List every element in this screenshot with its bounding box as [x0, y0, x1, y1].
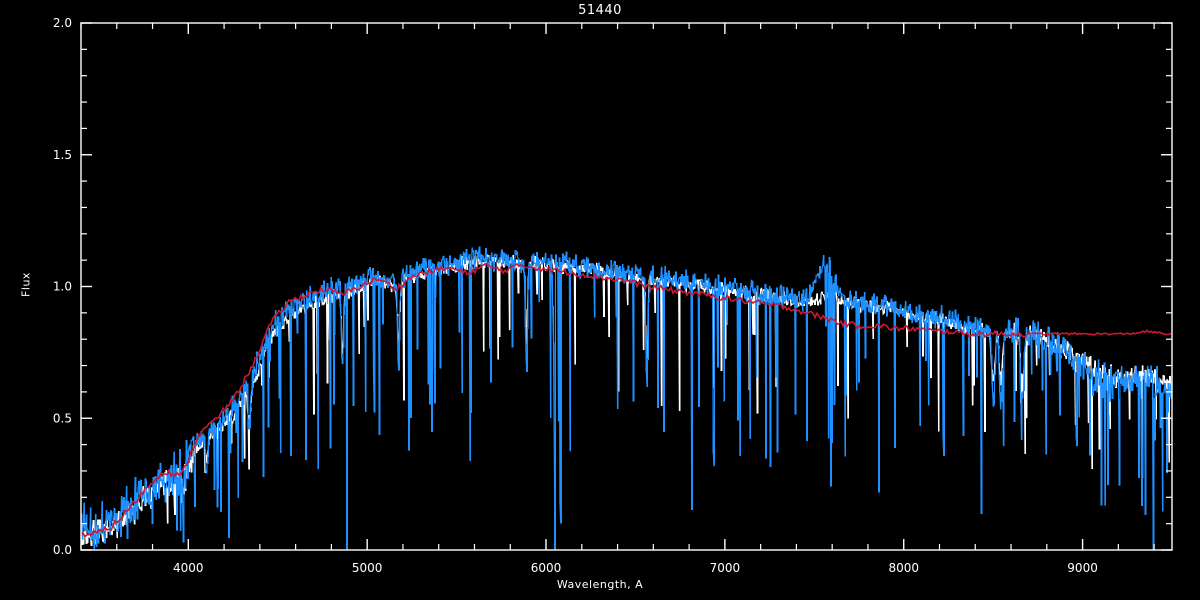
y-tick-label: 0.5 — [53, 411, 72, 425]
x-tick-label: 9000 — [1067, 561, 1098, 575]
y-tick-label: 1.5 — [53, 148, 72, 162]
x-axis-label: Wavelength, A — [556, 578, 644, 591]
x-tick-label: 5000 — [352, 561, 383, 575]
data-layer — [81, 246, 1172, 550]
x-tick-label: 4000 — [173, 561, 204, 575]
x-tick-label: 8000 — [888, 561, 919, 575]
page-title: 51440 — [578, 3, 622, 18]
axes-frame — [80, 22, 1173, 551]
x-tick-label: 7000 — [710, 561, 741, 575]
y-tick-label: 2.0 — [53, 16, 72, 30]
y-tick-label: 0.0 — [53, 543, 72, 557]
x-tick-label: 6000 — [531, 561, 562, 575]
tick-label-layer: 4000 5000 6000 7000 8000 9000 0.0 0.5 1.0 1.5 2.0 — [53, 16, 1098, 575]
y-tick-label: 1.0 — [53, 280, 72, 294]
